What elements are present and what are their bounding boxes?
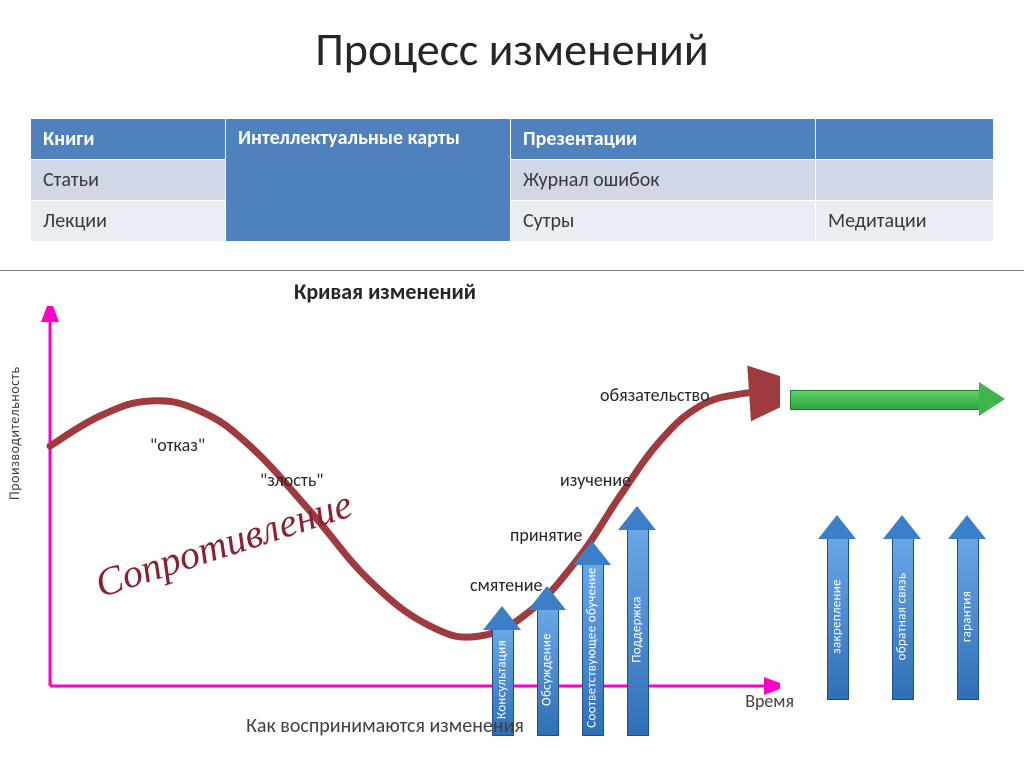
arrow-head-icon (948, 515, 986, 539)
green-arrow-shaft (790, 390, 981, 410)
cell-lectures: Лекции (31, 201, 226, 242)
inner-arrow-2: Соответствующее обучение (575, 541, 609, 736)
arrow-label: закрепление (830, 579, 845, 654)
arrow-label: Консультация (495, 640, 510, 719)
stage-label-0: "отказ" (150, 434, 205, 456)
stage-label-5: обязательство (600, 384, 710, 406)
arrow-head-icon (618, 506, 656, 530)
stage-label-4: изучение (560, 469, 631, 491)
cell-presentations: Презентации (511, 119, 816, 160)
arrow-head-icon (573, 541, 611, 565)
stage-label-3: принятие (510, 524, 582, 546)
x-axis-time-label: Время (745, 690, 794, 712)
outer-arrow-1: обратная связь (885, 515, 919, 700)
stage-label-1: "злость" (260, 469, 323, 491)
cell-meditations: Медитации (816, 201, 994, 242)
curve-svg (40, 306, 780, 706)
cell-errorlog: Журнал ошибок (511, 160, 816, 201)
arrow-head-icon (528, 586, 566, 610)
cell-books: Книги (31, 119, 226, 160)
slide: Процесс изменений Книги Интеллектуальные… (0, 0, 1024, 767)
arrow-head-icon (483, 606, 521, 630)
divider-line (0, 270, 1024, 271)
inner-arrow-3: Поддержка (620, 506, 654, 736)
slide-title: Процесс изменений (0, 0, 1024, 78)
arrow-label: Обсуждение (540, 633, 555, 706)
arrow-label: Поддержка (630, 596, 645, 662)
resources-table: Книги Интеллектуальные карты Презентации… (30, 118, 994, 242)
x-axis-caption: Как воспринимаются изменения (0, 714, 770, 738)
y-axis-label: Производительность (6, 366, 23, 500)
outer-arrow-2: гарантия (950, 515, 984, 700)
change-curve-chart: Производительность Кривая изменений Сопр… (0, 270, 1024, 740)
cell-empty-0-3 (816, 119, 994, 160)
arrow-head-icon (818, 515, 856, 539)
green-arrow-head (979, 382, 1005, 416)
cell-mindmaps: Интеллектуальные карты (226, 119, 511, 242)
cell-articles: Статьи (31, 160, 226, 201)
cell-empty-1-3 (816, 160, 994, 201)
cell-sutras: Сутры (511, 201, 816, 242)
arrow-label: Соответствующее обучение (585, 567, 600, 727)
green-arrow (790, 385, 1005, 415)
arrow-label: гарантия (960, 590, 975, 641)
arrow-head-icon (883, 515, 921, 539)
outer-arrow-0: закрепление (820, 515, 854, 700)
arrow-label: обратная связь (895, 572, 910, 660)
chart-title: Кривая изменений (0, 278, 770, 305)
